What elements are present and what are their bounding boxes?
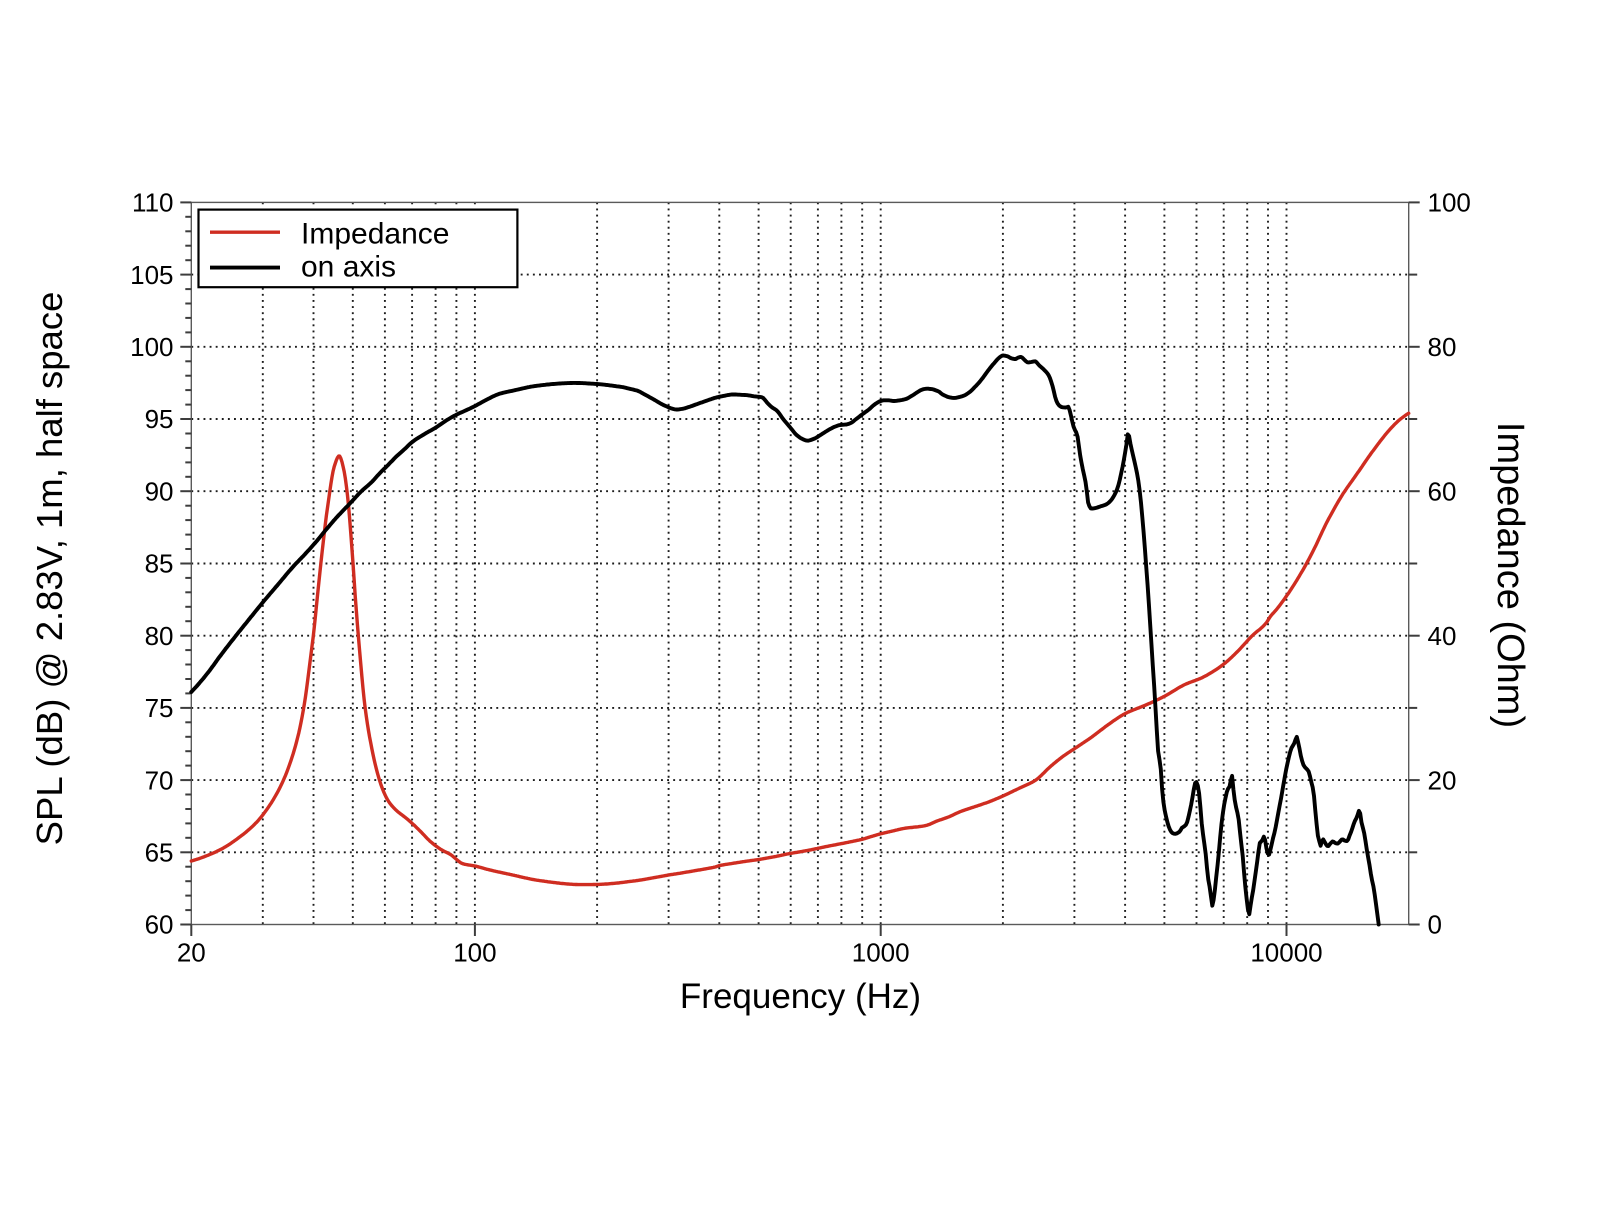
svg-text:Impedance: Impedance [301, 218, 449, 251]
svg-text:60: 60 [1428, 476, 1457, 506]
svg-text:100: 100 [453, 937, 496, 967]
svg-text:100: 100 [130, 332, 173, 362]
svg-text:90: 90 [145, 476, 174, 506]
svg-text:SPL (dB) @ 2.83V, 1m, half spa: SPL (dB) @ 2.83V, 1m, half space [29, 292, 70, 846]
svg-text:65: 65 [145, 838, 174, 868]
svg-text:0: 0 [1428, 910, 1442, 940]
svg-text:on axis: on axis [301, 250, 396, 283]
svg-text:75: 75 [145, 693, 174, 723]
svg-text:40: 40 [1428, 621, 1457, 651]
svg-text:1000: 1000 [852, 937, 910, 967]
svg-text:60: 60 [145, 910, 174, 940]
svg-text:70: 70 [145, 765, 174, 795]
svg-text:110: 110 [132, 188, 173, 218]
svg-text:95: 95 [145, 404, 174, 434]
svg-text:80: 80 [1428, 332, 1457, 362]
svg-text:105: 105 [130, 260, 173, 290]
svg-text:85: 85 [145, 549, 174, 579]
svg-text:10000: 10000 [1250, 937, 1322, 967]
svg-text:Frequency (Hz): Frequency (Hz) [680, 977, 921, 1016]
svg-text:100: 100 [1428, 188, 1471, 218]
svg-text:20: 20 [1428, 765, 1457, 795]
svg-text:Impedance (Ohm): Impedance (Ohm) [1489, 422, 1531, 728]
svg-text:80: 80 [145, 621, 174, 651]
svg-text:20: 20 [177, 937, 206, 967]
